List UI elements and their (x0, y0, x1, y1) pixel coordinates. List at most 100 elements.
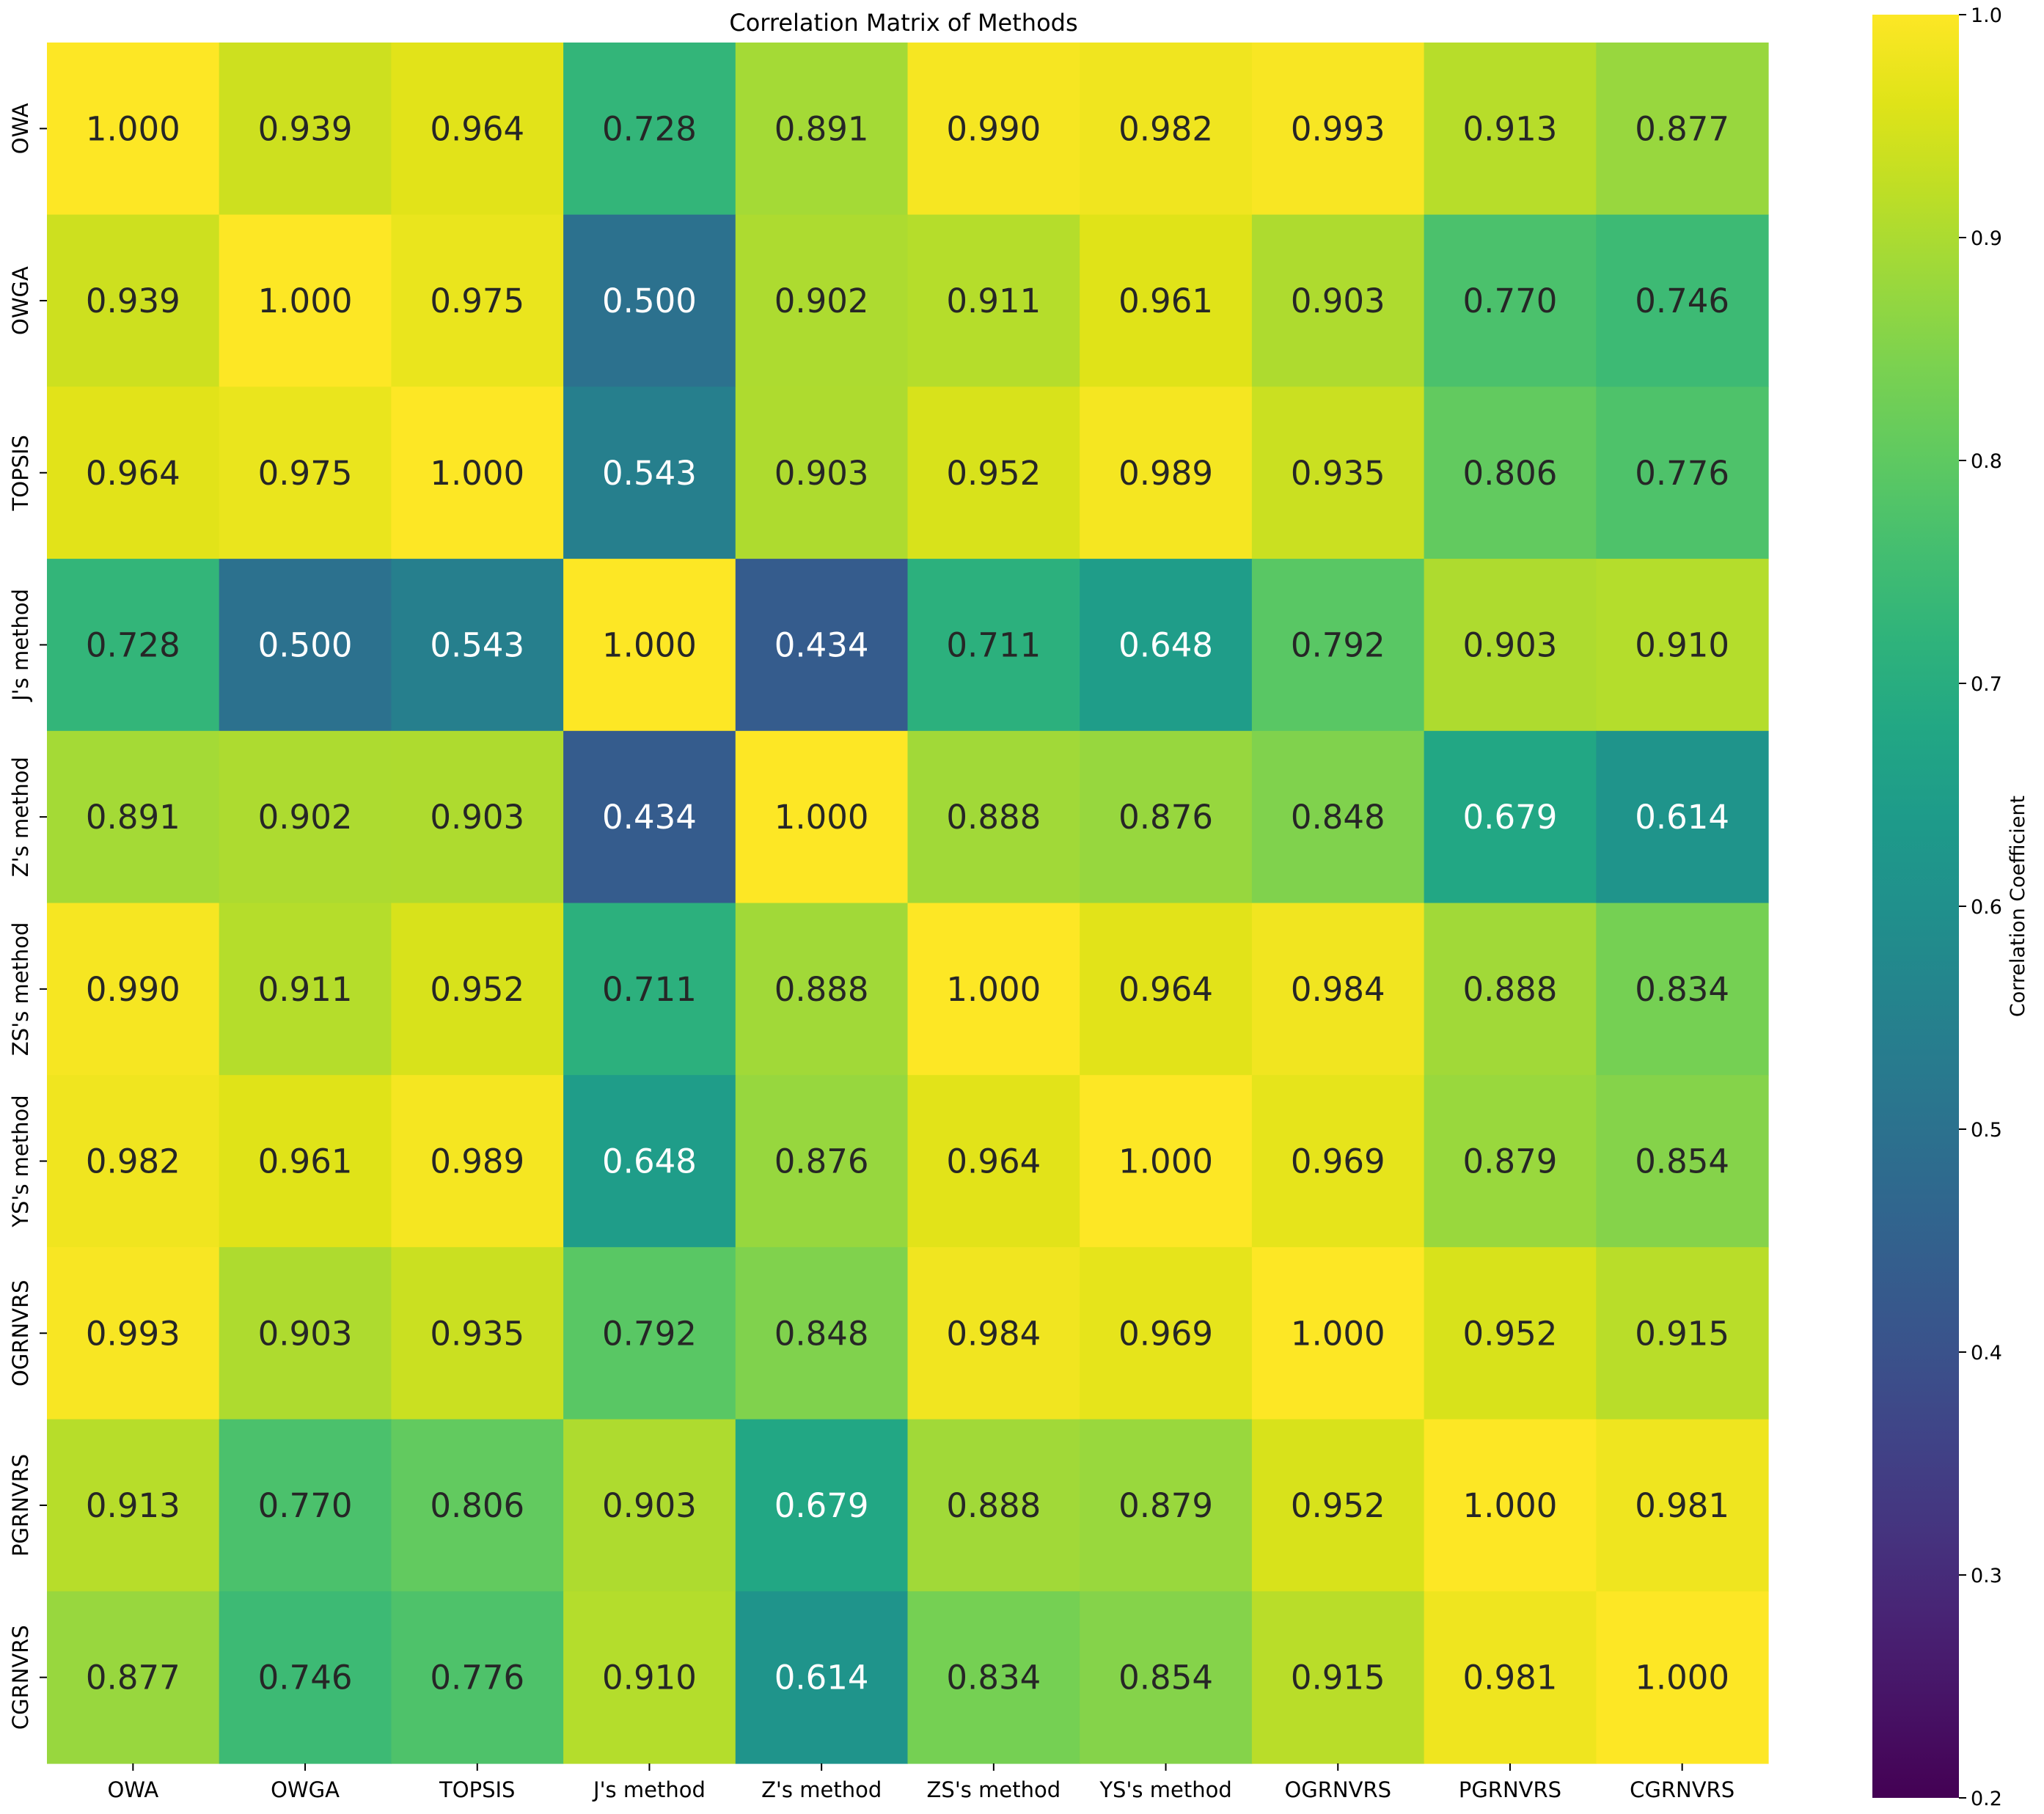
cell-value-label: 0.543 (430, 625, 524, 664)
heatmap-cell (1596, 386, 1769, 559)
heatmap-cell (219, 386, 392, 559)
heatmap-cell (1080, 1246, 1253, 1420)
cell-value-label: 0.770 (1463, 282, 1558, 320)
heatmap-cell (1251, 43, 1425, 216)
heatmap-cell (1080, 903, 1253, 1076)
cell-value-label: 0.648 (1118, 625, 1213, 664)
cell-value-label: 1.000 (1291, 1314, 1385, 1353)
cell-value-label: 1.000 (86, 109, 180, 148)
y-tick-label: Z's method (8, 757, 33, 877)
y-tick-label: OWA (8, 103, 33, 154)
heatmap-cells (47, 43, 1769, 1764)
heatmap-cell (735, 43, 909, 216)
heatmap-cell (1596, 43, 1769, 216)
heatmap-cell (1251, 1419, 1425, 1592)
heatmap-cell (1080, 1075, 1253, 1248)
cell-value-label: 0.888 (946, 1486, 1041, 1525)
heatmap-cell (1251, 903, 1425, 1076)
cell-value-label: 0.935 (430, 1314, 524, 1353)
cell-value-label: 0.848 (1291, 798, 1385, 837)
cell-value-label: 0.879 (1463, 1142, 1558, 1181)
cell-value-label: 0.806 (1463, 454, 1558, 493)
cell-value-label: 0.792 (602, 1314, 697, 1353)
heatmap-cell (1080, 559, 1253, 732)
x-tick-label: J's method (592, 1777, 706, 1802)
cell-value-label: 0.903 (430, 798, 524, 837)
cell-value-label: 0.854 (1118, 1659, 1213, 1697)
chart-title: Correlation Matrix of Methods (729, 9, 1077, 37)
heatmap-cell (1251, 1246, 1425, 1420)
cell-value-label: 1.000 (946, 970, 1041, 1009)
cell-value-label: 0.728 (86, 625, 180, 664)
heatmap-cell (47, 1075, 220, 1248)
cell-value-label: 0.903 (774, 454, 869, 493)
cell-value-label: 0.903 (1291, 282, 1385, 320)
heatmap-cell (735, 1075, 909, 1248)
heatmap-cell (47, 730, 220, 904)
y-tick-label: OGRNVRS (8, 1279, 33, 1387)
heatmap-cell (219, 903, 392, 1076)
heatmap-cell (391, 386, 564, 559)
heatmap-cell (907, 1075, 1080, 1248)
cell-value-label: 1.000 (602, 625, 697, 664)
heatmap-cell (735, 903, 909, 1076)
cell-value-label: 0.877 (1635, 109, 1729, 148)
heatmap-cell (563, 43, 736, 216)
cell-value-label: 0.982 (1118, 109, 1213, 148)
colorbar-scale (1872, 15, 1959, 1798)
colorbar-tick-label: 0.9 (1971, 227, 2002, 250)
cell-value-label: 0.911 (258, 970, 353, 1009)
cell-value-label: 0.902 (774, 282, 869, 320)
y-tick-label: ZS's method (8, 922, 33, 1057)
cell-value-label: 0.903 (1463, 625, 1558, 664)
cell-value-label: 0.848 (774, 1314, 869, 1353)
heatmap-cell (391, 903, 564, 1076)
cell-value-label: 0.984 (946, 1314, 1041, 1353)
cell-value-label: 0.952 (946, 454, 1041, 493)
cell-value-label: 0.614 (1635, 798, 1729, 837)
colorbar-tick-label: 0.8 (1971, 450, 2002, 473)
heatmap-cell (1251, 386, 1425, 559)
heatmap-cell (1251, 1075, 1425, 1248)
heatmap-cell (563, 1075, 736, 1248)
heatmap-cell (1424, 559, 1597, 732)
heatmap-cell (563, 386, 736, 559)
y-tick-label: YS's method (8, 1095, 33, 1227)
y-tick-label: CGRNVRS (8, 1625, 33, 1730)
cell-value-label: 0.876 (774, 1142, 869, 1181)
cell-value-label: 0.776 (1635, 454, 1729, 493)
cell-value-label: 0.902 (258, 798, 353, 837)
x-tick-label: ZS's method (927, 1777, 1061, 1802)
cell-value-label: 0.903 (602, 1486, 697, 1525)
heatmap-cell (1424, 1246, 1597, 1420)
cell-value-label: 0.614 (774, 1659, 869, 1697)
cell-value-label: 0.543 (602, 454, 697, 493)
colorbar-tick-label: 0.6 (1971, 896, 2002, 919)
heatmap-cell (1080, 214, 1253, 387)
heatmap-cell (563, 1246, 736, 1420)
cell-value-label: 0.964 (946, 1142, 1041, 1181)
cell-value-label: 0.939 (86, 282, 180, 320)
cell-value-label: 0.879 (1118, 1486, 1213, 1525)
heatmap-cell (47, 1591, 220, 1764)
cell-value-label: 1.000 (430, 454, 524, 493)
heatmap-cell (1596, 903, 1769, 1076)
heatmap-cell (391, 214, 564, 387)
cell-value-label: 0.969 (1291, 1142, 1385, 1181)
heatmap-cell (1596, 1075, 1769, 1248)
heatmap-cell (735, 559, 909, 732)
colorbar-ticks: 0.2 0.3 0.4 0.5 0.6 0.7 0.8 0.9 1.0 (1959, 4, 2002, 1810)
cell-value-label: 0.770 (258, 1486, 353, 1525)
cell-value-label: 0.500 (602, 282, 697, 320)
heatmap-cell (391, 1246, 564, 1420)
heatmap-cell (47, 1246, 220, 1420)
heatmap-cell (219, 559, 392, 732)
heatmap-cell (1080, 1419, 1253, 1592)
heatmap-cell (1596, 214, 1769, 387)
heatmap-cell (563, 1419, 736, 1592)
cell-value-label: 0.982 (86, 1142, 180, 1181)
cell-value-label: 0.913 (86, 1486, 180, 1525)
heatmap-cell (907, 386, 1080, 559)
heatmap-cell (907, 559, 1080, 732)
